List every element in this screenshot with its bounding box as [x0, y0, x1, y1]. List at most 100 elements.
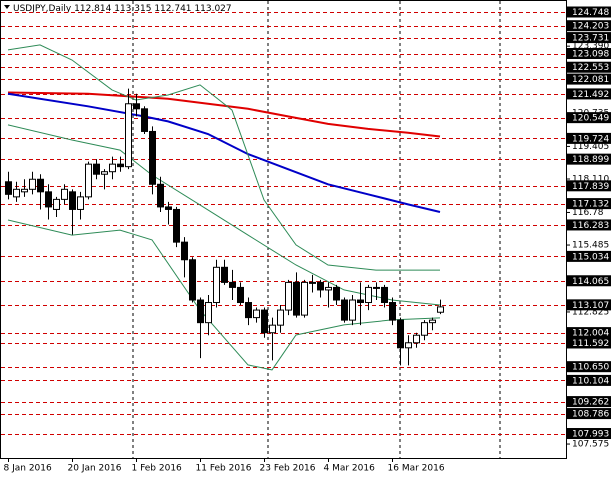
- candle-body: [293, 281, 300, 316]
- level-label: 121.492: [572, 90, 609, 100]
- level-label-box: [567, 396, 611, 408]
- level-label-box: [567, 337, 611, 349]
- candle-body: [349, 299, 356, 321]
- candle-body: [181, 241, 188, 261]
- candle-body: [389, 302, 396, 321]
- level-label: 108.786: [572, 410, 609, 420]
- chart-header: USDJPY,Daily 112.814 113.315 112.741 113…: [13, 4, 232, 14]
- header-low: 112.741: [154, 4, 191, 14]
- y-tick-label: 107.575: [572, 440, 609, 450]
- level-label: 119.724: [572, 134, 609, 144]
- indicator-line: [7, 44, 440, 271]
- candle-body: [13, 188, 20, 198]
- x-tick-label: 4 Mar 2016: [324, 464, 376, 474]
- header-open: 112.814: [74, 4, 111, 14]
- candle-body: [157, 183, 164, 208]
- candle-body: [365, 286, 372, 304]
- candle-body: [125, 103, 132, 168]
- level-label: 117.839: [572, 182, 609, 192]
- candle-body: [149, 130, 156, 185]
- candle-body: [381, 286, 388, 304]
- level-label-box: [567, 428, 611, 440]
- candle-body: [437, 306, 444, 313]
- x-tick-label: 8 Jan 2016: [4, 464, 52, 474]
- x-tick-label: 11 Feb 2016: [196, 464, 252, 474]
- level-label: 110.104: [572, 376, 609, 386]
- level-label-box: [567, 408, 611, 420]
- candle-body: [285, 281, 292, 311]
- candle-body: [53, 198, 60, 210]
- candle-body: [213, 266, 220, 304]
- header-arrow: [4, 5, 10, 9]
- candle-body: [373, 286, 380, 289]
- level-label-box: [567, 20, 611, 32]
- level-label-box: [567, 250, 611, 262]
- candle-body: [237, 286, 244, 304]
- candle-body: [221, 266, 228, 283]
- candle-body: [29, 178, 36, 190]
- level-label-box: [567, 361, 611, 373]
- level-label-box: [567, 61, 611, 73]
- plot-frame: [0, 0, 567, 459]
- level-label-box: [567, 112, 611, 124]
- level-label-box: [567, 153, 611, 165]
- candle-body: [341, 299, 348, 321]
- level-label-box: [567, 219, 611, 231]
- candle-body: [333, 286, 340, 301]
- candle-body: [317, 281, 324, 291]
- level-label: 122.553: [572, 63, 609, 73]
- candle-body: [357, 299, 364, 304]
- candle-body: [253, 309, 260, 319]
- candle-body: [309, 281, 316, 284]
- level-label: 117.132: [572, 200, 609, 210]
- candle-body: [173, 208, 180, 243]
- level-label: 114.065: [572, 277, 609, 287]
- candle-body: [229, 281, 236, 288]
- candle-body: [269, 324, 276, 334]
- level-label-box: [567, 88, 611, 100]
- level-label: 120.549: [572, 114, 609, 124]
- candle-body: [117, 163, 124, 168]
- candle-body: [165, 206, 172, 210]
- level-label: 116.283: [572, 221, 609, 231]
- candle-body: [405, 342, 412, 349]
- x-tick-label: 23 Feb 2016: [260, 464, 316, 474]
- x-tick-label: 16 Mar 2016: [388, 464, 445, 474]
- x-tick-label: 1 Feb 2016: [132, 464, 183, 474]
- level-label-box: [567, 327, 611, 339]
- candle-body: [189, 259, 196, 301]
- level-label-box: [567, 198, 611, 210]
- y-tick-label: 118.110: [572, 174, 609, 184]
- candle-body: [245, 302, 252, 319]
- candle-body: [37, 178, 44, 193]
- level-label-box: [567, 32, 611, 44]
- level-label-box: [567, 275, 611, 287]
- level-label: 110.650: [572, 363, 609, 373]
- candle-body: [85, 163, 92, 198]
- level-label: 122.081: [572, 75, 609, 85]
- candle-body: [413, 334, 420, 344]
- level-label: 118.899: [572, 155, 609, 165]
- candle-body: [69, 191, 76, 210]
- header-close: 113.027: [194, 4, 231, 14]
- candle-body: [45, 191, 52, 208]
- y-tick-label: 123.390: [572, 42, 609, 52]
- candle-body: [21, 188, 28, 193]
- level-label: 123.731: [572, 34, 609, 44]
- candle-body: [261, 309, 268, 334]
- y-tick-label: 115.485: [572, 241, 609, 251]
- y-tick-label: 119.405: [572, 142, 609, 152]
- level-label: 112.004: [572, 329, 609, 339]
- level-label: 124.203: [572, 22, 609, 32]
- candle-body: [101, 171, 108, 175]
- level-label-box: [567, 299, 611, 311]
- chart-title: USDJPY,Daily: [13, 4, 72, 14]
- candle-body: [133, 103, 140, 110]
- level-label: 109.262: [572, 398, 609, 408]
- level-label: 113.107: [572, 301, 609, 311]
- candle-body: [205, 302, 212, 324]
- candle-body: [325, 286, 332, 291]
- candle-body: [93, 163, 100, 175]
